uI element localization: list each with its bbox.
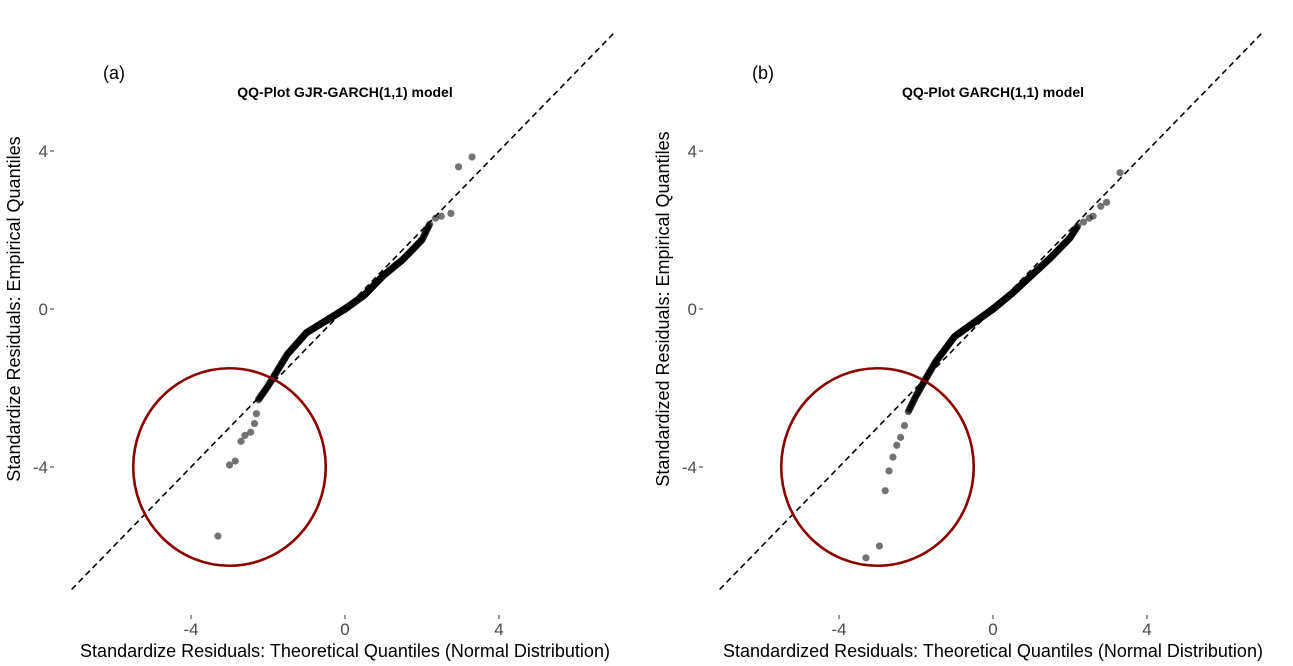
- data-point: [214, 532, 222, 540]
- panel-label: (a): [103, 63, 125, 83]
- data-point: [241, 431, 249, 439]
- data-point: [454, 163, 463, 171]
- x-axis-title: Standardized Residuals: Theoretical Quan…: [723, 641, 1263, 661]
- highlight-circle: [779, 366, 976, 568]
- plot-area: -4 0 4 -4 0 4: [682, 31, 1264, 639]
- data-point: [1079, 218, 1088, 226]
- y-axis-title: Standardize Residuals: Empirical Quantil…: [4, 136, 24, 481]
- x-tick-label: -4: [183, 620, 198, 639]
- data-point: [426, 220, 434, 228]
- data-point: [889, 453, 897, 461]
- data-point: [231, 457, 239, 465]
- x-tick-label: -4: [831, 620, 846, 639]
- data-point: [237, 437, 245, 445]
- data-point: [875, 542, 884, 550]
- x-axis-title: Standardize Residuals: Theoretical Quant…: [80, 641, 610, 661]
- data-point: [893, 441, 901, 449]
- data-point: [1074, 222, 1082, 230]
- x-tick-label: 4: [1142, 620, 1151, 639]
- data-point: [897, 433, 905, 441]
- data-point: [900, 421, 909, 430]
- panel-a: (a) QQ-Plot GJR-GARCH(1,1) model Standar…: [4, 31, 616, 661]
- data-point: [225, 461, 234, 469]
- x-tick-label: 0: [988, 620, 997, 639]
- data-point: [1089, 212, 1097, 220]
- data-point: [1116, 169, 1124, 177]
- data-point: [437, 212, 445, 220]
- data-point: [447, 209, 455, 218]
- data-point: [252, 410, 261, 418]
- y-tick-label: 0: [688, 300, 697, 319]
- data-point: [468, 153, 476, 161]
- y-tick-label: 4: [39, 142, 48, 161]
- data-point: [885, 467, 893, 475]
- chart-title: QQ-Plot GARCH(1,1) model: [902, 84, 1084, 100]
- data-point: [431, 214, 440, 222]
- data-point: [250, 419, 259, 428]
- y-tick-label: -4: [33, 458, 48, 477]
- data-point: [1102, 198, 1111, 206]
- y-tick-label: -4: [682, 458, 697, 477]
- chart-title: QQ-Plot GJR-GARCH(1,1) model: [237, 84, 452, 100]
- x-tick-label: 4: [494, 620, 503, 639]
- data-point: [862, 554, 870, 562]
- y-axis-title: Standardized Residuals: Empirical Quanti…: [653, 131, 673, 486]
- data-point: [881, 487, 889, 495]
- panel-b: (b) QQ-Plot GARCH(1,1) model Standardize…: [653, 31, 1264, 661]
- data-point: [247, 428, 255, 436]
- highlight-circle: [131, 366, 328, 568]
- data-point: [1097, 202, 1105, 210]
- panel-label: (b): [752, 63, 774, 83]
- y-tick-label: 4: [688, 142, 697, 161]
- y-tick-label: 0: [39, 300, 48, 319]
- plot-area: -4 0 4 -4 0 4: [33, 31, 616, 639]
- x-tick-label: 0: [340, 620, 349, 639]
